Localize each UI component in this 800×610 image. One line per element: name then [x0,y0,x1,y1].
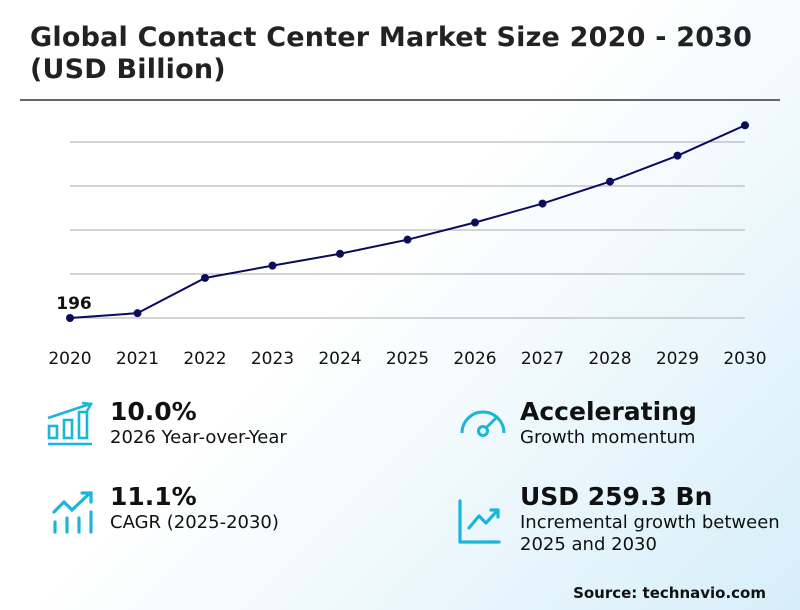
x-tick-label: 2027 [521,349,564,369]
title-line-1: Global Contact Center Market Size 2020 -… [30,22,753,53]
data-point-2030 [741,121,749,130]
series-line [69,124,746,319]
kpi-value: Accelerating [520,397,697,426]
kpi-value: 10.0% [110,397,197,426]
source-note: Source: technavio.com [573,584,766,602]
data-point-2029 [673,151,682,160]
data-point-2028 [606,177,614,186]
data-point-2025 [403,235,412,244]
x-tick-label: 2023 [251,349,294,369]
data-point-2022 [201,273,209,282]
data-point-2020 [66,314,74,322]
kpi-cagr: 11.1% CAGR (2025-2030) [110,482,279,534]
x-tick-label: 2020 [48,349,91,369]
chart-title: Global Contact Center Market Size 2020 -… [30,22,752,86]
kpi-yoy: 10.0% 2026 Year-over-Year [110,397,287,449]
data-point-2026 [471,218,479,227]
x-tick-label: 2021 [116,349,159,369]
x-tick-label: 2025 [386,349,429,369]
line-chart: 2020 2021 2022 2023 2024 2025 2026 2027 2028 2029… [48,121,767,369]
kpi-value: 11.1% [110,482,197,511]
data-label: 196 [56,294,92,314]
data-point-2027 [538,199,547,208]
kpi-momentum: Accelerating Growth momentum [520,397,697,449]
x-tick-label: 2024 [318,349,361,369]
kpi-value: USD 259.3 Bn [520,482,713,511]
kpi-label: CAGR (2025-2030) [110,512,279,533]
data-point-2021 [133,309,142,318]
bar-chart-growth-icon [46,400,94,450]
data-point-2024 [336,249,344,258]
x-tick-label: 2022 [183,349,226,369]
x-tick-label: 2030 [723,349,766,369]
x-tick-label: 2028 [588,349,631,369]
title-divider [20,99,780,101]
kpi-label: Incremental growth between 2025 and 2030 [520,512,780,555]
line-chart-up-icon [457,498,503,550]
kpi-label: 2026 Year-over-Year [110,427,287,448]
x-tick-label: 2029 [656,349,699,369]
x-tick-label: 2026 [453,349,496,369]
kpi-incremental: USD 259.3 Bn Incremental growth between … [520,482,780,556]
speedometer-icon [458,405,508,445]
data-point-2023 [268,261,277,270]
trend-up-bars-icon [52,490,96,538]
kpi-label: Growth momentum [520,427,696,448]
title-line-2: (USD Billion) [30,54,226,85]
